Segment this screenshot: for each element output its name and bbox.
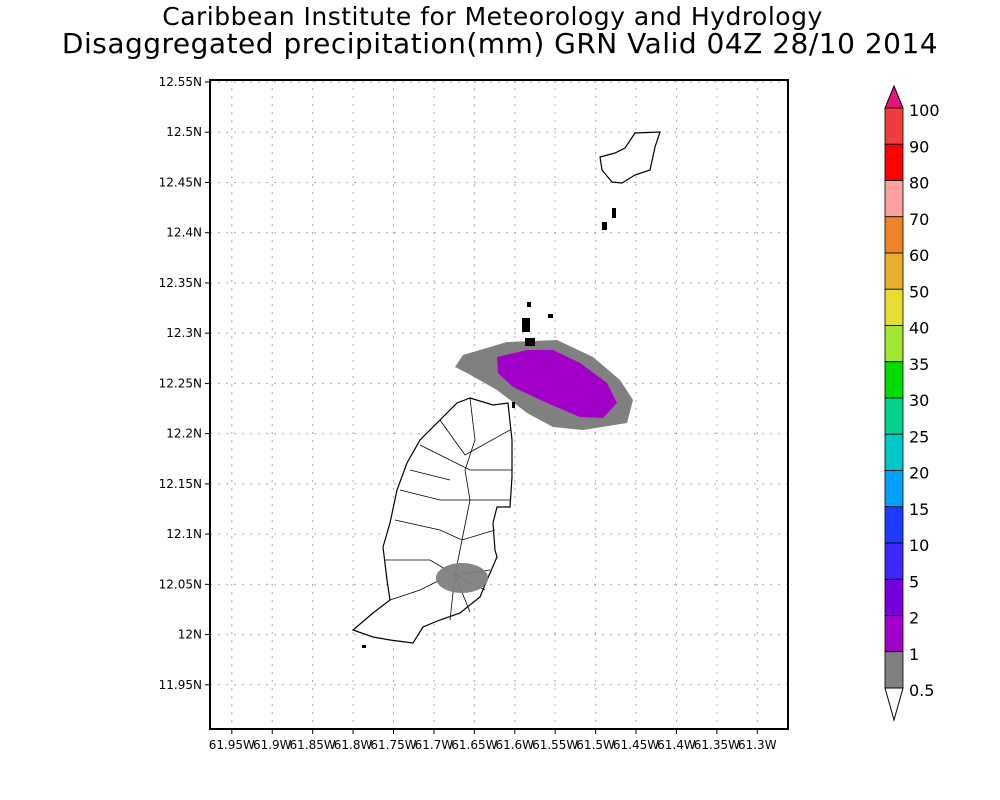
x-tick-label: 61.3W bbox=[738, 738, 777, 752]
colorbar-label: 40 bbox=[909, 319, 929, 338]
x-axis: 61.95W61.9W61.85W61.8W61.75W61.7W61.65W6… bbox=[209, 729, 777, 752]
colorbar-label: 25 bbox=[909, 427, 929, 446]
x-tick-label: 61.65W bbox=[451, 738, 497, 752]
colorbar-segment bbox=[884, 397, 904, 435]
colorbar-segment bbox=[884, 216, 904, 254]
colorbar-label: 80 bbox=[909, 174, 929, 193]
colorbar-segment bbox=[884, 506, 904, 544]
y-tick-label: 12.25N bbox=[159, 376, 202, 390]
colorbar-label: 20 bbox=[909, 464, 929, 483]
grenada-island bbox=[351, 397, 513, 644]
chart-title-product: Disaggregated precipitation(mm) GRN Vali… bbox=[61, 27, 939, 60]
y-tick-label: 12.3N bbox=[166, 326, 202, 340]
x-tick-label: 61.75W bbox=[370, 738, 416, 752]
colorbar-segment bbox=[884, 325, 904, 363]
colorbar-legend: 100 90 80 70 60 50 40 35 30 25 20 15 10 5 2 1 0.5 bbox=[884, 84, 940, 722]
colorbar-label: 70 bbox=[909, 210, 929, 229]
precip-area-gray-south bbox=[436, 563, 488, 593]
x-tick-label: 61.8W bbox=[334, 738, 373, 752]
y-tick-label: 11.95N bbox=[159, 678, 202, 692]
colorbar-label: 15 bbox=[909, 500, 929, 519]
colorbar-label: 100 bbox=[909, 101, 940, 120]
x-tick-label: 61.95W bbox=[209, 738, 255, 752]
carriacou-island bbox=[599, 131, 661, 184]
colorbar-segment bbox=[884, 361, 904, 399]
colorbar-label: 5 bbox=[909, 572, 919, 591]
colorbar-segment bbox=[884, 542, 904, 580]
x-tick-label: 61.5W bbox=[576, 738, 615, 752]
y-tick-label: 12.4N bbox=[166, 226, 202, 240]
colorbar-label: 35 bbox=[909, 355, 929, 374]
y-tick-label: 12.5N bbox=[166, 125, 202, 139]
y-tick-label: 12.2N bbox=[166, 427, 202, 441]
y-tick-label: 12.05N bbox=[159, 577, 202, 591]
colorbar-label: 30 bbox=[909, 391, 929, 410]
colorbar-label: 10 bbox=[909, 536, 929, 555]
plot-frame bbox=[209, 79, 789, 730]
colorbar-label: 2 bbox=[909, 609, 919, 628]
colorbar-segment bbox=[884, 107, 904, 145]
colorbar-segment bbox=[884, 433, 904, 471]
x-tick-label: 61.35W bbox=[694, 738, 740, 752]
colorbar-segment bbox=[884, 578, 904, 616]
colorbar-bottom-arrow bbox=[884, 687, 904, 722]
x-tick-label: 61.9W bbox=[253, 738, 292, 752]
colorbar-label: 1 bbox=[909, 645, 919, 664]
colorbar-top-arrow bbox=[884, 84, 904, 109]
x-tick-label: 61.7W bbox=[415, 738, 454, 752]
y-tick-label: 12.15N bbox=[159, 477, 202, 491]
y-axis: 12.55N 12.5N 12.45N 12.4N 12.35N 12.3N 12.25N 1… bbox=[159, 75, 210, 692]
y-tick-label: 12.1N bbox=[166, 527, 202, 541]
x-tick-label: 61.6W bbox=[495, 738, 534, 752]
precip-area-purple-ne bbox=[497, 350, 617, 418]
colorbar-segment bbox=[884, 143, 904, 181]
colorbar-segment bbox=[884, 470, 904, 508]
y-tick-label: 12.55N bbox=[159, 75, 202, 89]
colorbar-label: 60 bbox=[909, 246, 929, 265]
colorbar-segment bbox=[884, 615, 904, 653]
colorbar-segment bbox=[884, 651, 904, 689]
x-tick-label: 61.55W bbox=[532, 738, 578, 752]
colorbar-segment bbox=[884, 288, 904, 326]
small-islets bbox=[362, 208, 616, 648]
y-tick-label: 12.45N bbox=[159, 175, 202, 189]
grid-lines bbox=[210, 80, 788, 729]
x-tick-label: 61.45W bbox=[613, 738, 659, 752]
colorbar-label: 90 bbox=[909, 137, 929, 156]
y-tick-label: 12N bbox=[178, 628, 202, 642]
colorbar-segment bbox=[884, 180, 904, 218]
colorbar-segment bbox=[884, 252, 904, 290]
colorbar-label: 50 bbox=[909, 282, 929, 301]
chart-title-institute: Caribbean Institute for Meteorology and … bbox=[162, 2, 823, 31]
x-tick-label: 61.85W bbox=[290, 738, 336, 752]
colorbar-label: 0.5 bbox=[909, 681, 934, 700]
x-tick-label: 61.4W bbox=[657, 738, 696, 752]
y-tick-label: 12.35N bbox=[159, 276, 202, 290]
